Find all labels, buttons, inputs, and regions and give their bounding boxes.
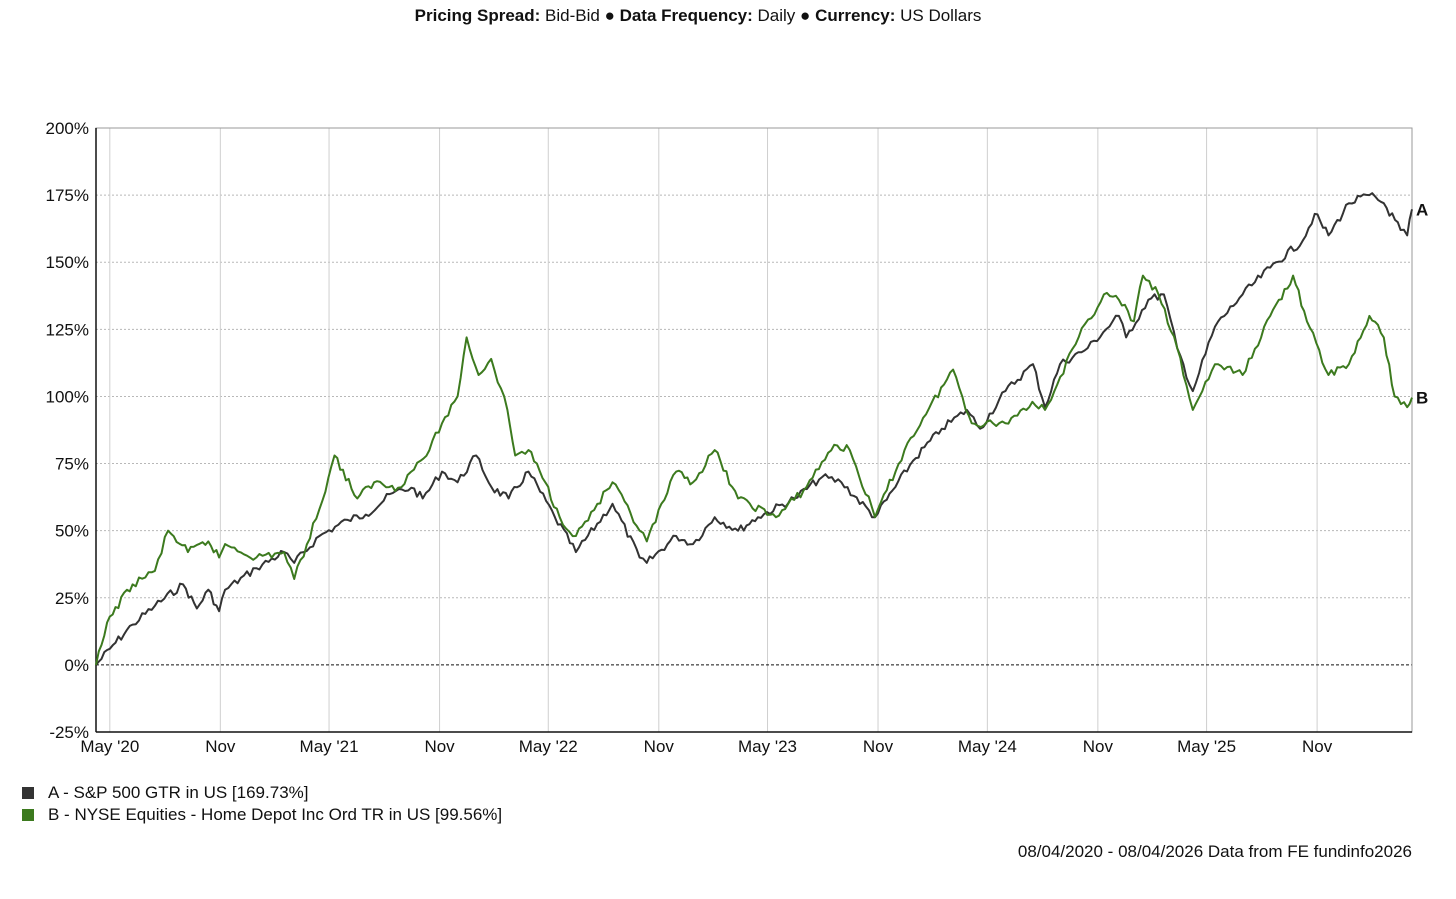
legend-label-a: A - S&P 500 GTR in US [169.73%] xyxy=(48,783,309,802)
y-tick-label: 175% xyxy=(46,186,89,205)
chart-header: Pricing Spread: Bid-Bid ● Data Frequency… xyxy=(0,6,1396,26)
x-tick-label: Nov xyxy=(424,737,455,756)
legend-swatch-a xyxy=(22,787,34,799)
x-tick-label: Nov xyxy=(863,737,894,756)
y-tick-label: 200% xyxy=(46,119,89,138)
series-end-label-a: A xyxy=(1416,200,1428,219)
x-tick-label: May '24 xyxy=(958,737,1017,756)
y-tick-label: 125% xyxy=(46,320,89,339)
frequency-label: Data Frequency: xyxy=(619,6,753,25)
x-tick-label: Nov xyxy=(644,737,675,756)
x-tick-label: May '23 xyxy=(738,737,797,756)
series-line-a xyxy=(95,192,1413,666)
y-tick-label: 0% xyxy=(64,656,89,675)
y-tick-label: -25% xyxy=(49,723,89,742)
x-tick-label: Nov xyxy=(1302,737,1333,756)
separator-dot: ● xyxy=(604,6,615,25)
y-tick-label: 50% xyxy=(55,522,89,541)
y-tick-label: 100% xyxy=(46,387,89,406)
currency-label: Currency: xyxy=(815,6,896,25)
x-tick-label: May '20 xyxy=(80,737,139,756)
plot-area xyxy=(96,128,1412,732)
series-line-b xyxy=(95,274,1413,666)
line-chart: 200%175%150%125%100%75%50%25%0%-25%May '… xyxy=(46,119,1429,756)
spread-value: Bid-Bid xyxy=(545,6,600,25)
legend-label-b: B - NYSE Equities - Home Depot Inc Ord T… xyxy=(48,805,503,824)
series-end-label-b: B xyxy=(1416,389,1428,408)
x-tick-label: May '21 xyxy=(300,737,359,756)
x-tick-label: May '25 xyxy=(1177,737,1236,756)
y-tick-label: 25% xyxy=(55,589,89,608)
currency-value: US Dollars xyxy=(900,6,982,25)
spread-label: Pricing Spread: xyxy=(414,6,541,25)
y-tick-label: 75% xyxy=(55,455,89,474)
x-tick-label: Nov xyxy=(205,737,236,756)
date-range-credits: 08/04/2020 - 08/04/2026 Data from FE fun… xyxy=(1017,842,1412,861)
legend-item-a: A - S&P 500 GTR in US [169.73%] xyxy=(22,782,502,804)
chart-legend: A - S&P 500 GTR in US [169.73%] B - NYSE… xyxy=(22,782,502,826)
frequency-value: Daily xyxy=(757,6,796,25)
x-tick-label: Nov xyxy=(1083,737,1114,756)
x-tick-label: May '22 xyxy=(519,737,578,756)
legend-swatch-b xyxy=(22,809,34,821)
legend-item-b: B - NYSE Equities - Home Depot Inc Ord T… xyxy=(22,804,502,826)
separator-dot: ● xyxy=(800,6,811,25)
y-tick-label: 150% xyxy=(46,253,89,272)
